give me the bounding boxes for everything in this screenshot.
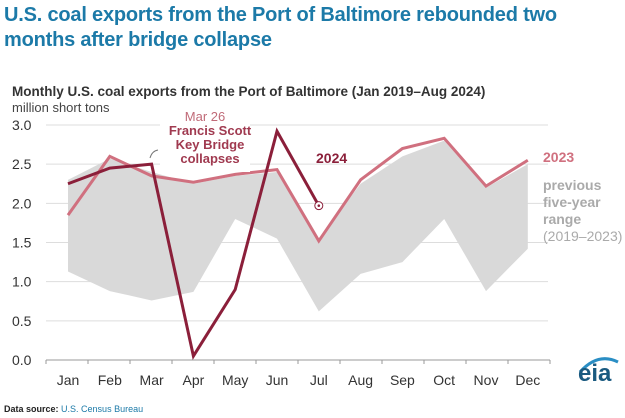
annotation-bg [160, 110, 250, 172]
annotation-date: Mar 26 [185, 109, 225, 124]
x-tick-label: Oct [433, 372, 455, 388]
x-tick-label: Nov [474, 372, 499, 388]
x-tick-label: Jul [310, 372, 328, 388]
x-tick-label: Mar [140, 372, 164, 388]
range-label: five-year [543, 194, 601, 210]
y-tick-label: 3.0 [12, 117, 32, 133]
x-tick-label: Feb [98, 372, 122, 388]
range-area [68, 140, 528, 312]
x-tick-label: Aug [348, 372, 373, 388]
latest-point-dot [317, 204, 321, 207]
annotation-text: Francis Scott [169, 123, 252, 138]
y-tick-label: 1.0 [12, 274, 32, 290]
range-label: (2019–2023) [543, 228, 622, 244]
annotation-leader [149, 149, 159, 159]
eia-logo-arc [578, 357, 619, 374]
series-label-2024: 2024 [316, 150, 347, 166]
series-line-2023 [66, 136, 529, 244]
x-tick-label: Jan [57, 372, 80, 388]
range-label: previous [543, 177, 602, 193]
range-label: range [543, 211, 581, 227]
footer-label: Data source: [4, 404, 59, 414]
y-tick-label: 2.5 [12, 156, 32, 172]
chart-title: Monthly U.S. coal exports from the Port … [12, 84, 486, 99]
series-label-2023: 2023 [543, 149, 574, 165]
headline: U.S. coal exports from the Port of Balti… [4, 4, 557, 51]
y-axis-label: million short tons [12, 100, 110, 115]
x-tick-label: Sep [390, 372, 415, 388]
annotation-text: collapses [180, 151, 239, 166]
y-tick-label: 0.5 [12, 313, 32, 329]
x-tick-label: Apr [183, 372, 205, 388]
y-tick-label: 0.0 [12, 352, 32, 368]
source-link[interactable]: U.S. Census Bureau [61, 404, 144, 414]
y-tick-label: 1.5 [12, 235, 32, 251]
annotation-text: Key Bridge [176, 137, 245, 152]
footer: Data source: U.S. Census Bureau [4, 404, 143, 414]
y-tick-label: 2.0 [12, 195, 32, 211]
x-tick-label: May [222, 372, 248, 388]
eia-logo: eia [578, 360, 612, 387]
x-tick-label: Dec [515, 372, 540, 388]
x-tick-label: Jun [266, 372, 289, 388]
